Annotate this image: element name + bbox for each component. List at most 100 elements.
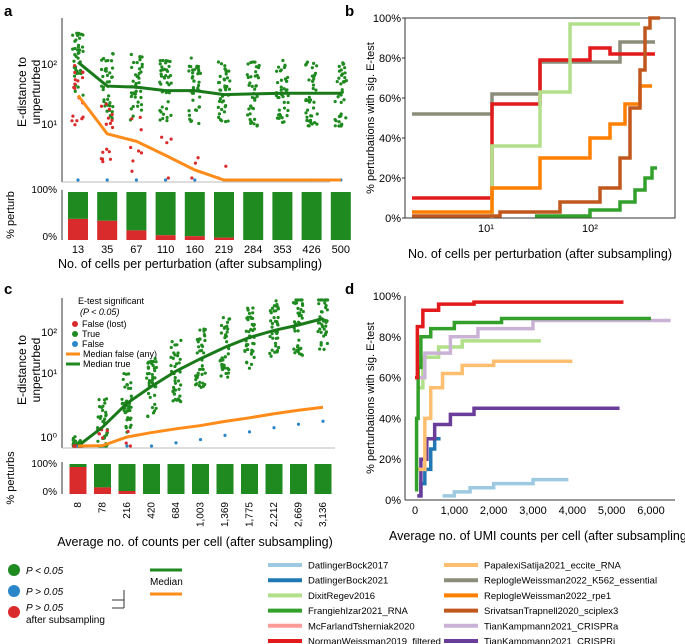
a-point-true [313, 71, 318, 75]
a-point-true [101, 87, 105, 92]
c-point-true [251, 306, 255, 310]
c-point-true [151, 375, 155, 379]
a-point-true [140, 55, 144, 59]
c-point-true [296, 344, 300, 348]
c-point-true [274, 336, 278, 341]
a-point-true [252, 122, 256, 126]
c-point-true [154, 360, 158, 364]
c-bar-sig [94, 464, 111, 488]
a-point-true [167, 83, 171, 87]
dataset-label: SrivatsanTrapnell2020_sciplex3 [484, 606, 618, 617]
c-point-true [177, 361, 181, 365]
d-xtick: 5,000 [598, 505, 626, 517]
a-point-true [197, 69, 201, 73]
c-point-true [292, 347, 296, 351]
c-point-true [227, 368, 231, 372]
a-point-true [285, 79, 289, 83]
a-point-true [197, 105, 201, 109]
c-point-false [321, 419, 325, 423]
a-bar-sig [243, 192, 264, 240]
c-point-true [124, 426, 128, 430]
a-point-true [311, 106, 316, 110]
a-bar-lost [214, 237, 234, 240]
a-point-true [307, 78, 311, 82]
a-point-true [276, 65, 281, 69]
a-point-true [198, 71, 203, 75]
a-point-true [81, 33, 85, 37]
c-point-true [129, 386, 133, 390]
panel-d: 0% 20% 40% 60% 80% 100% 0 1,000 2,000 3,000 4,000… [365, 291, 685, 543]
c-point-true [272, 309, 276, 313]
a-point-true [109, 59, 114, 63]
a-median-lines [76, 61, 341, 182]
a-xtick: 284 [244, 244, 262, 256]
a-ylabel-line2: unperturbed [29, 60, 43, 125]
a-point-false [164, 178, 168, 182]
c-point-true [129, 423, 133, 427]
a-point-true [249, 75, 253, 79]
a-bar-ytick-0: 0% [43, 232, 58, 243]
a-point-true [131, 104, 135, 109]
c-point-true [218, 359, 222, 363]
a-point-true [312, 76, 316, 81]
c-point-true [252, 342, 256, 346]
a-point-lost [73, 78, 77, 82]
c-point-true [222, 326, 226, 330]
dataset-label: DixitRegev2016 [308, 591, 375, 602]
c-point-false [149, 444, 154, 448]
d-line [417, 406, 620, 498]
c-bar-sig [69, 464, 87, 467]
c-point-true [170, 340, 174, 344]
a-point-true [255, 124, 259, 128]
a-point-true [216, 81, 221, 85]
panel-a: 10¹ 10² E-distance to unperturbed 100% 0… [5, 18, 351, 271]
a-point-lost [73, 86, 77, 90]
dataset-label: TianKampmann2021_CRISPRa [484, 621, 619, 632]
c-point-true [300, 316, 304, 320]
c-bar-ytick-100: 100% [31, 459, 57, 470]
b-ytick: 40% [379, 133, 401, 145]
a-point-true [165, 119, 169, 123]
a-xticks: 13 35 67 110 160 219 284 353 426 500 [72, 244, 350, 256]
a-point-true [218, 97, 222, 101]
d-line [414, 316, 651, 492]
c-point-true [129, 416, 133, 420]
c-point-true [324, 324, 328, 328]
a-point-true [99, 67, 104, 72]
a-point-true [78, 36, 82, 40]
c-bar-sig [167, 464, 185, 494]
a-point-true [310, 114, 314, 118]
d-line [442, 477, 569, 498]
a-bar-sig [126, 192, 147, 231]
a-point-true [73, 46, 77, 51]
a-point-true [227, 87, 232, 91]
c-point-true [324, 304, 328, 308]
c-point-lost [73, 444, 77, 448]
c-point-true [195, 382, 199, 386]
d-ytick: 40% [379, 413, 401, 425]
a-point-true [192, 79, 196, 83]
c-point-true [319, 343, 323, 347]
a-point-lost [108, 157, 113, 161]
a-bar-sig [272, 192, 293, 240]
c-point-lost [97, 432, 101, 436]
a-point-true [276, 81, 280, 85]
a-point-true [198, 95, 202, 99]
c-point-true [224, 371, 228, 376]
a-line-median_true [77, 61, 341, 97]
c-point-true [227, 317, 231, 321]
d-ytick: 100% [373, 291, 401, 303]
a-point-lost [138, 115, 142, 119]
c-point-true [148, 395, 152, 399]
a-point-lost [73, 63, 77, 68]
a-point-true [108, 71, 112, 75]
a-point-true [254, 70, 258, 74]
a-point-false [193, 178, 197, 182]
c-point-true [72, 441, 76, 445]
legend-median-label: Median [150, 577, 183, 588]
c-point-true [221, 316, 225, 320]
a-point-true [139, 89, 143, 93]
a-point-lost [101, 159, 105, 164]
c-ylabel-line1: E-distance to [15, 335, 29, 405]
a-point-true [160, 105, 164, 109]
